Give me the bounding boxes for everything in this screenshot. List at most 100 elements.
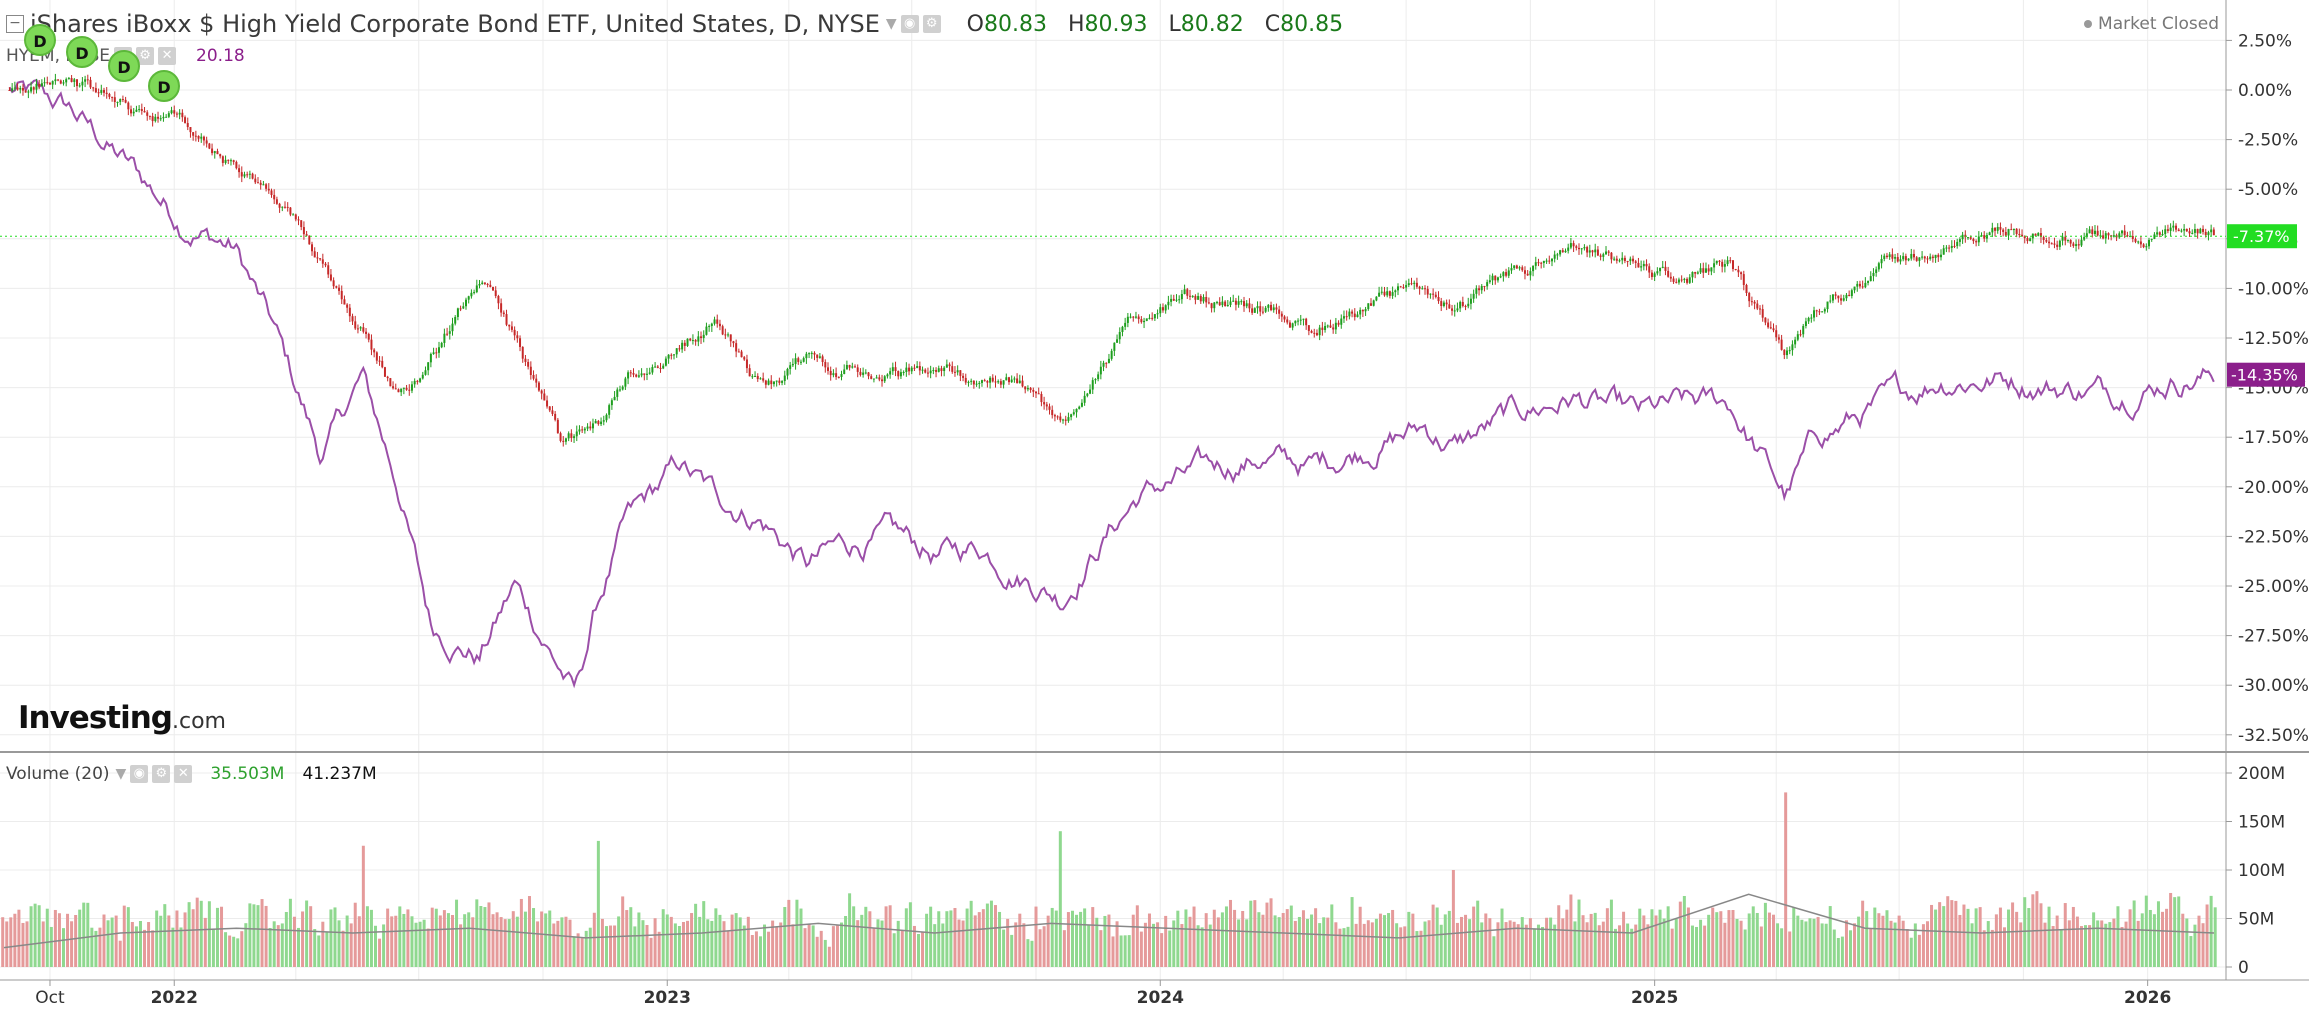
close-icon[interactable]: ✕ xyxy=(174,765,193,783)
candle-body xyxy=(1780,339,1783,350)
volume-bar xyxy=(1314,908,1318,967)
candle-body xyxy=(1748,292,1751,302)
volume-bar xyxy=(661,909,665,967)
eye-icon[interactable]: ◉ xyxy=(900,15,919,33)
volume-bar xyxy=(1913,923,1917,967)
volume-bar xyxy=(292,916,296,967)
x-tick-label: Oct xyxy=(35,988,65,1008)
chevron-down-icon[interactable]: ▼ xyxy=(115,766,127,782)
candle-body xyxy=(1858,283,1861,287)
candle-body xyxy=(845,364,848,370)
volume-bar xyxy=(1062,930,1066,967)
volume-bar xyxy=(1391,909,1395,967)
collapse-icon[interactable]: − xyxy=(6,15,24,33)
candle-body xyxy=(586,426,589,429)
volume-bar xyxy=(1532,928,1536,967)
volume-bar xyxy=(442,910,446,967)
instrument-title[interactable]: iShares iBoxx $ High Yield Corporate Bon… xyxy=(30,10,880,38)
volume-bar xyxy=(1447,910,1451,967)
candle-body xyxy=(127,102,130,110)
volume-bar xyxy=(690,913,694,967)
volume-bar xyxy=(1342,928,1346,967)
chevron-down-icon[interactable]: ▼ xyxy=(885,16,897,32)
candle-body xyxy=(629,372,632,374)
volume-bar xyxy=(1435,907,1439,967)
candle-body xyxy=(656,366,659,368)
volume-bar xyxy=(2108,922,2112,967)
candle-body xyxy=(2061,236,2064,241)
volume-bar xyxy=(621,896,625,967)
dividend-badge[interactable]: D xyxy=(148,70,180,102)
volume-bar xyxy=(2136,920,2140,967)
candle-body xyxy=(370,339,373,350)
volume-bar xyxy=(1581,915,1585,967)
volume-bar xyxy=(1853,923,1857,967)
volume-bar xyxy=(1772,914,1776,967)
candle-body xyxy=(1507,270,1510,276)
volume-bar xyxy=(507,919,511,967)
volume-bar xyxy=(1873,907,1877,967)
volume-bar xyxy=(1318,923,1322,967)
candle-body xyxy=(2010,229,2013,231)
candle-body xyxy=(1224,301,1227,307)
volume-bar xyxy=(1634,924,1638,967)
volume-bar xyxy=(706,919,710,967)
market-status: Market Closed xyxy=(2084,14,2219,34)
candle-body xyxy=(2093,230,2096,235)
volume-bar xyxy=(138,921,142,967)
candle-body xyxy=(1126,316,1129,323)
candle-body xyxy=(108,93,111,97)
volume-bar xyxy=(475,899,479,967)
volume-value: 35.503M xyxy=(210,764,285,784)
candle-body xyxy=(2204,231,2207,236)
volume-bar xyxy=(345,915,349,967)
candle-body xyxy=(270,190,273,195)
volume-bar xyxy=(1549,917,1553,967)
candle-body xyxy=(211,148,214,154)
candle-body xyxy=(378,360,381,362)
volume-bar xyxy=(1297,916,1301,967)
x-tick-label: 2024 xyxy=(1137,988,1184,1008)
candle-body xyxy=(697,336,700,342)
volume-bar xyxy=(1767,912,1771,967)
candle-body xyxy=(908,367,911,372)
x-tick-label: 2023 xyxy=(644,988,691,1008)
gear-icon[interactable]: ⚙ xyxy=(922,15,941,33)
candle-body xyxy=(1926,258,1929,260)
candle-body xyxy=(1994,227,1997,231)
candle-body xyxy=(2212,229,2215,236)
candle-body xyxy=(2153,234,2156,239)
candle-body xyxy=(640,373,643,376)
candle-body xyxy=(389,378,392,387)
gear-icon[interactable]: ⚙ xyxy=(152,765,171,783)
candle-body xyxy=(543,393,546,401)
candle-body xyxy=(373,349,376,353)
volume-label[interactable]: Volume (20) xyxy=(6,764,110,784)
candle-body xyxy=(1772,328,1775,331)
volume-bar xyxy=(1925,921,1929,967)
dividend-badge[interactable]: D xyxy=(108,50,140,82)
candle-body xyxy=(1294,320,1297,324)
close-icon[interactable]: ✕ xyxy=(158,47,177,65)
dividend-badge[interactable]: D xyxy=(24,24,56,56)
candle-body xyxy=(1740,272,1743,275)
gear-icon[interactable]: ⚙ xyxy=(136,47,155,65)
candle-body xyxy=(1326,325,1329,327)
candle-body xyxy=(338,287,341,291)
candle-body xyxy=(1915,257,1918,261)
eye-icon[interactable]: ◉ xyxy=(130,765,149,783)
candle-body xyxy=(2034,233,2037,236)
volume-ma-line xyxy=(3,893,2215,949)
candle-body xyxy=(489,284,492,288)
candle-body xyxy=(451,323,454,332)
candle-body xyxy=(1777,337,1780,340)
candle-body xyxy=(724,334,727,336)
volume-bar xyxy=(163,904,167,967)
candle-body xyxy=(559,433,562,441)
candle-body xyxy=(1083,395,1086,403)
dividend-badge[interactable]: D xyxy=(66,36,98,68)
volume-bar xyxy=(592,912,596,967)
candle-body xyxy=(2180,230,2183,232)
candle-body xyxy=(119,99,122,102)
